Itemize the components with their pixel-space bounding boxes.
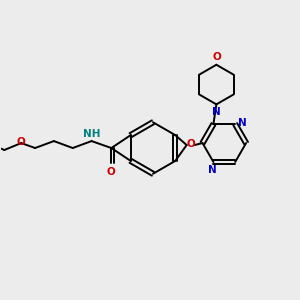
Text: O: O	[186, 139, 195, 149]
Text: O: O	[107, 167, 116, 177]
Text: N: N	[212, 107, 221, 117]
Text: O: O	[212, 52, 221, 62]
Text: O: O	[17, 137, 26, 147]
Text: N: N	[208, 165, 217, 175]
Text: NH: NH	[83, 129, 100, 139]
Text: N: N	[238, 118, 247, 128]
